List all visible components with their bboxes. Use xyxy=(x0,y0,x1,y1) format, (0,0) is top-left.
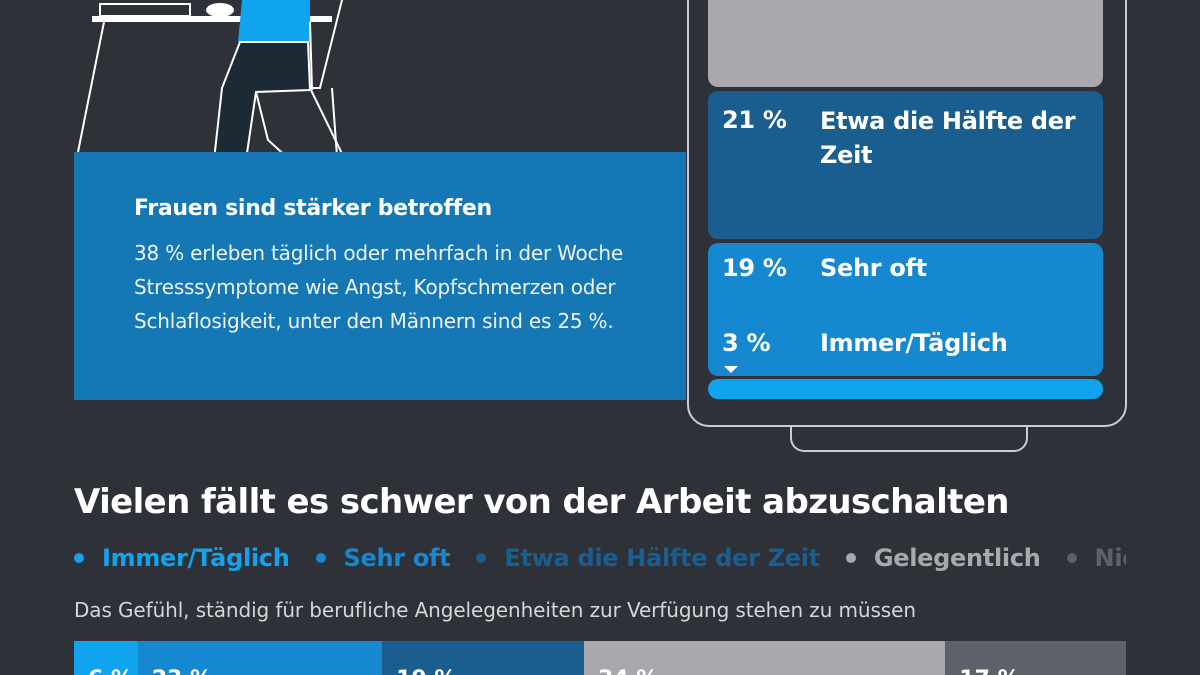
desk-person-illustration xyxy=(77,0,351,173)
legend-item: Sehr oft xyxy=(315,544,451,572)
phone-label-very-often: Sehr oft xyxy=(820,254,927,282)
legend-dot-icon xyxy=(845,553,856,563)
legend-item: Gelegentlich xyxy=(845,544,1041,572)
phone-label-half-time: Etwa die Hälfte der Zeit xyxy=(820,107,1076,169)
stacked-bar: 6 % 23 % 19 % 34 % 17 % xyxy=(74,641,1126,675)
bar-segment-label: 17 % xyxy=(959,667,1019,675)
info-title: Frauen sind stärker betroffen xyxy=(134,196,492,221)
phone-pct-very-often: 19 % xyxy=(722,254,787,282)
bar-segment: 6 % xyxy=(74,641,138,675)
phone-segment-half-time xyxy=(708,91,1103,239)
phone-outline xyxy=(687,0,1127,427)
bar-segment-label: 34 % xyxy=(598,667,658,675)
bar-segment: 23 % xyxy=(137,641,383,675)
legend-item: Immer/Täglich xyxy=(74,544,290,572)
bar-segment: 34 % xyxy=(584,641,946,675)
laptop xyxy=(99,3,191,17)
legend-dot-icon xyxy=(315,553,326,563)
phone-segment-occasionally xyxy=(708,0,1103,87)
legend-label: Etwa die Hälfte der Zeit xyxy=(504,544,820,572)
bar-question: Das Gefühl, ständig für berufliche Angel… xyxy=(74,598,916,622)
bar-segment: 17 % xyxy=(945,641,1126,675)
legend-label: Sehr oft xyxy=(343,544,451,572)
phone-base xyxy=(790,426,1028,452)
bar-segment-label: 23 % xyxy=(152,667,212,675)
bar-segment: 19 % xyxy=(382,641,585,675)
phone-pct-always: 3 % xyxy=(722,329,771,357)
legend-item: Nie xyxy=(1066,544,1126,572)
legend-dot-icon xyxy=(1066,553,1077,563)
desk xyxy=(92,16,332,22)
info-text: 38 % erleben täglich oder mehrfach in de… xyxy=(134,241,623,333)
info-panel: Frauen sind stärker betroffen 38 % erleb… xyxy=(74,152,686,400)
legend-dot-icon xyxy=(74,553,84,563)
phone-label-always: Immer/Täglich xyxy=(820,329,1008,357)
phone-pct-half-time: 21 % xyxy=(722,106,787,134)
legend-label: Immer/Täglich xyxy=(102,544,290,572)
pointer-triangle-icon xyxy=(724,366,738,373)
legend: Immer/Täglich Sehr oft Etwa die Hälfte der… xyxy=(74,544,1126,578)
legend-item: Etwa die Hälfte der Zeit xyxy=(476,544,820,572)
bar-segment-label: 6 % xyxy=(88,667,133,675)
bar-segment-label: 19 % xyxy=(396,667,456,675)
phone-segment-very-often xyxy=(708,243,1103,376)
section-heading: Vielen fällt es schwer von der Arbeit ab… xyxy=(74,482,1010,522)
legend-label: Gelegentlich xyxy=(873,544,1041,572)
legend-label: Nie xyxy=(1094,544,1126,572)
legend-dot-icon xyxy=(476,553,487,563)
phone-segment-always xyxy=(708,379,1103,399)
